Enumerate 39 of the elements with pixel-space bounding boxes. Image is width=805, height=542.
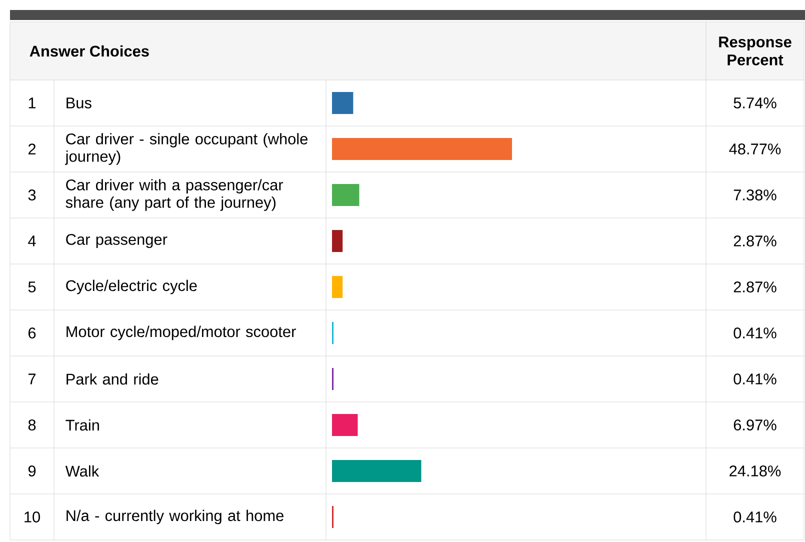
y-tick-label: Car driver with a passenger/car share (any part of the journey) bbox=[66, 179, 284, 211]
y-tick-label: Car passenger bbox=[66, 234, 168, 248]
data-label: 0.41% bbox=[734, 328, 776, 338]
y-tick-label: Park and ride bbox=[66, 373, 158, 385]
bar bbox=[332, 92, 354, 114]
bar bbox=[332, 414, 358, 436]
y-tick-label: Cycle/electric cycle bbox=[66, 280, 197, 294]
text: 7 bbox=[28, 374, 36, 384]
y-axis-title: Answer Choices bbox=[30, 45, 149, 57]
data-label: 0.41% bbox=[734, 512, 776, 522]
data-label: 0.41% bbox=[734, 374, 776, 384]
text: 8 bbox=[28, 420, 36, 430]
y-tick-label: Motor cycle/moped/motor scooter bbox=[66, 326, 296, 340]
data-label: 24.18% bbox=[730, 466, 781, 476]
text: 9 bbox=[28, 466, 36, 476]
text: 6 bbox=[28, 328, 36, 338]
data-label: 5.74% bbox=[734, 98, 776, 108]
y-tick-label: N/a - currently working at home bbox=[66, 510, 284, 524]
data-label: 48.77% bbox=[729, 144, 781, 154]
bar bbox=[332, 230, 343, 252]
y-tick-label: Bus bbox=[66, 98, 92, 108]
y-tick-label: Car driver - single occupant (whole journey) bbox=[64, 133, 308, 165]
text: 4 bbox=[28, 236, 36, 246]
data-label: 7.38% bbox=[734, 190, 776, 200]
data-label: 6.97% bbox=[734, 420, 776, 430]
text: 10 bbox=[24, 512, 40, 522]
bar bbox=[332, 138, 512, 160]
data-label: 2.87% bbox=[734, 236, 776, 246]
bar bbox=[332, 460, 422, 482]
y-tick-label: Walk bbox=[65, 465, 100, 477]
text: 2 bbox=[28, 144, 36, 154]
text: 5 bbox=[28, 282, 36, 292]
data-label: 2.87% bbox=[734, 282, 776, 292]
y-tick-label: Train bbox=[66, 419, 99, 431]
text: Response Percent bbox=[719, 36, 792, 66]
text: 1 bbox=[28, 98, 36, 108]
bar bbox=[332, 276, 343, 298]
bar bbox=[332, 184, 360, 206]
text: 3 bbox=[28, 190, 36, 200]
